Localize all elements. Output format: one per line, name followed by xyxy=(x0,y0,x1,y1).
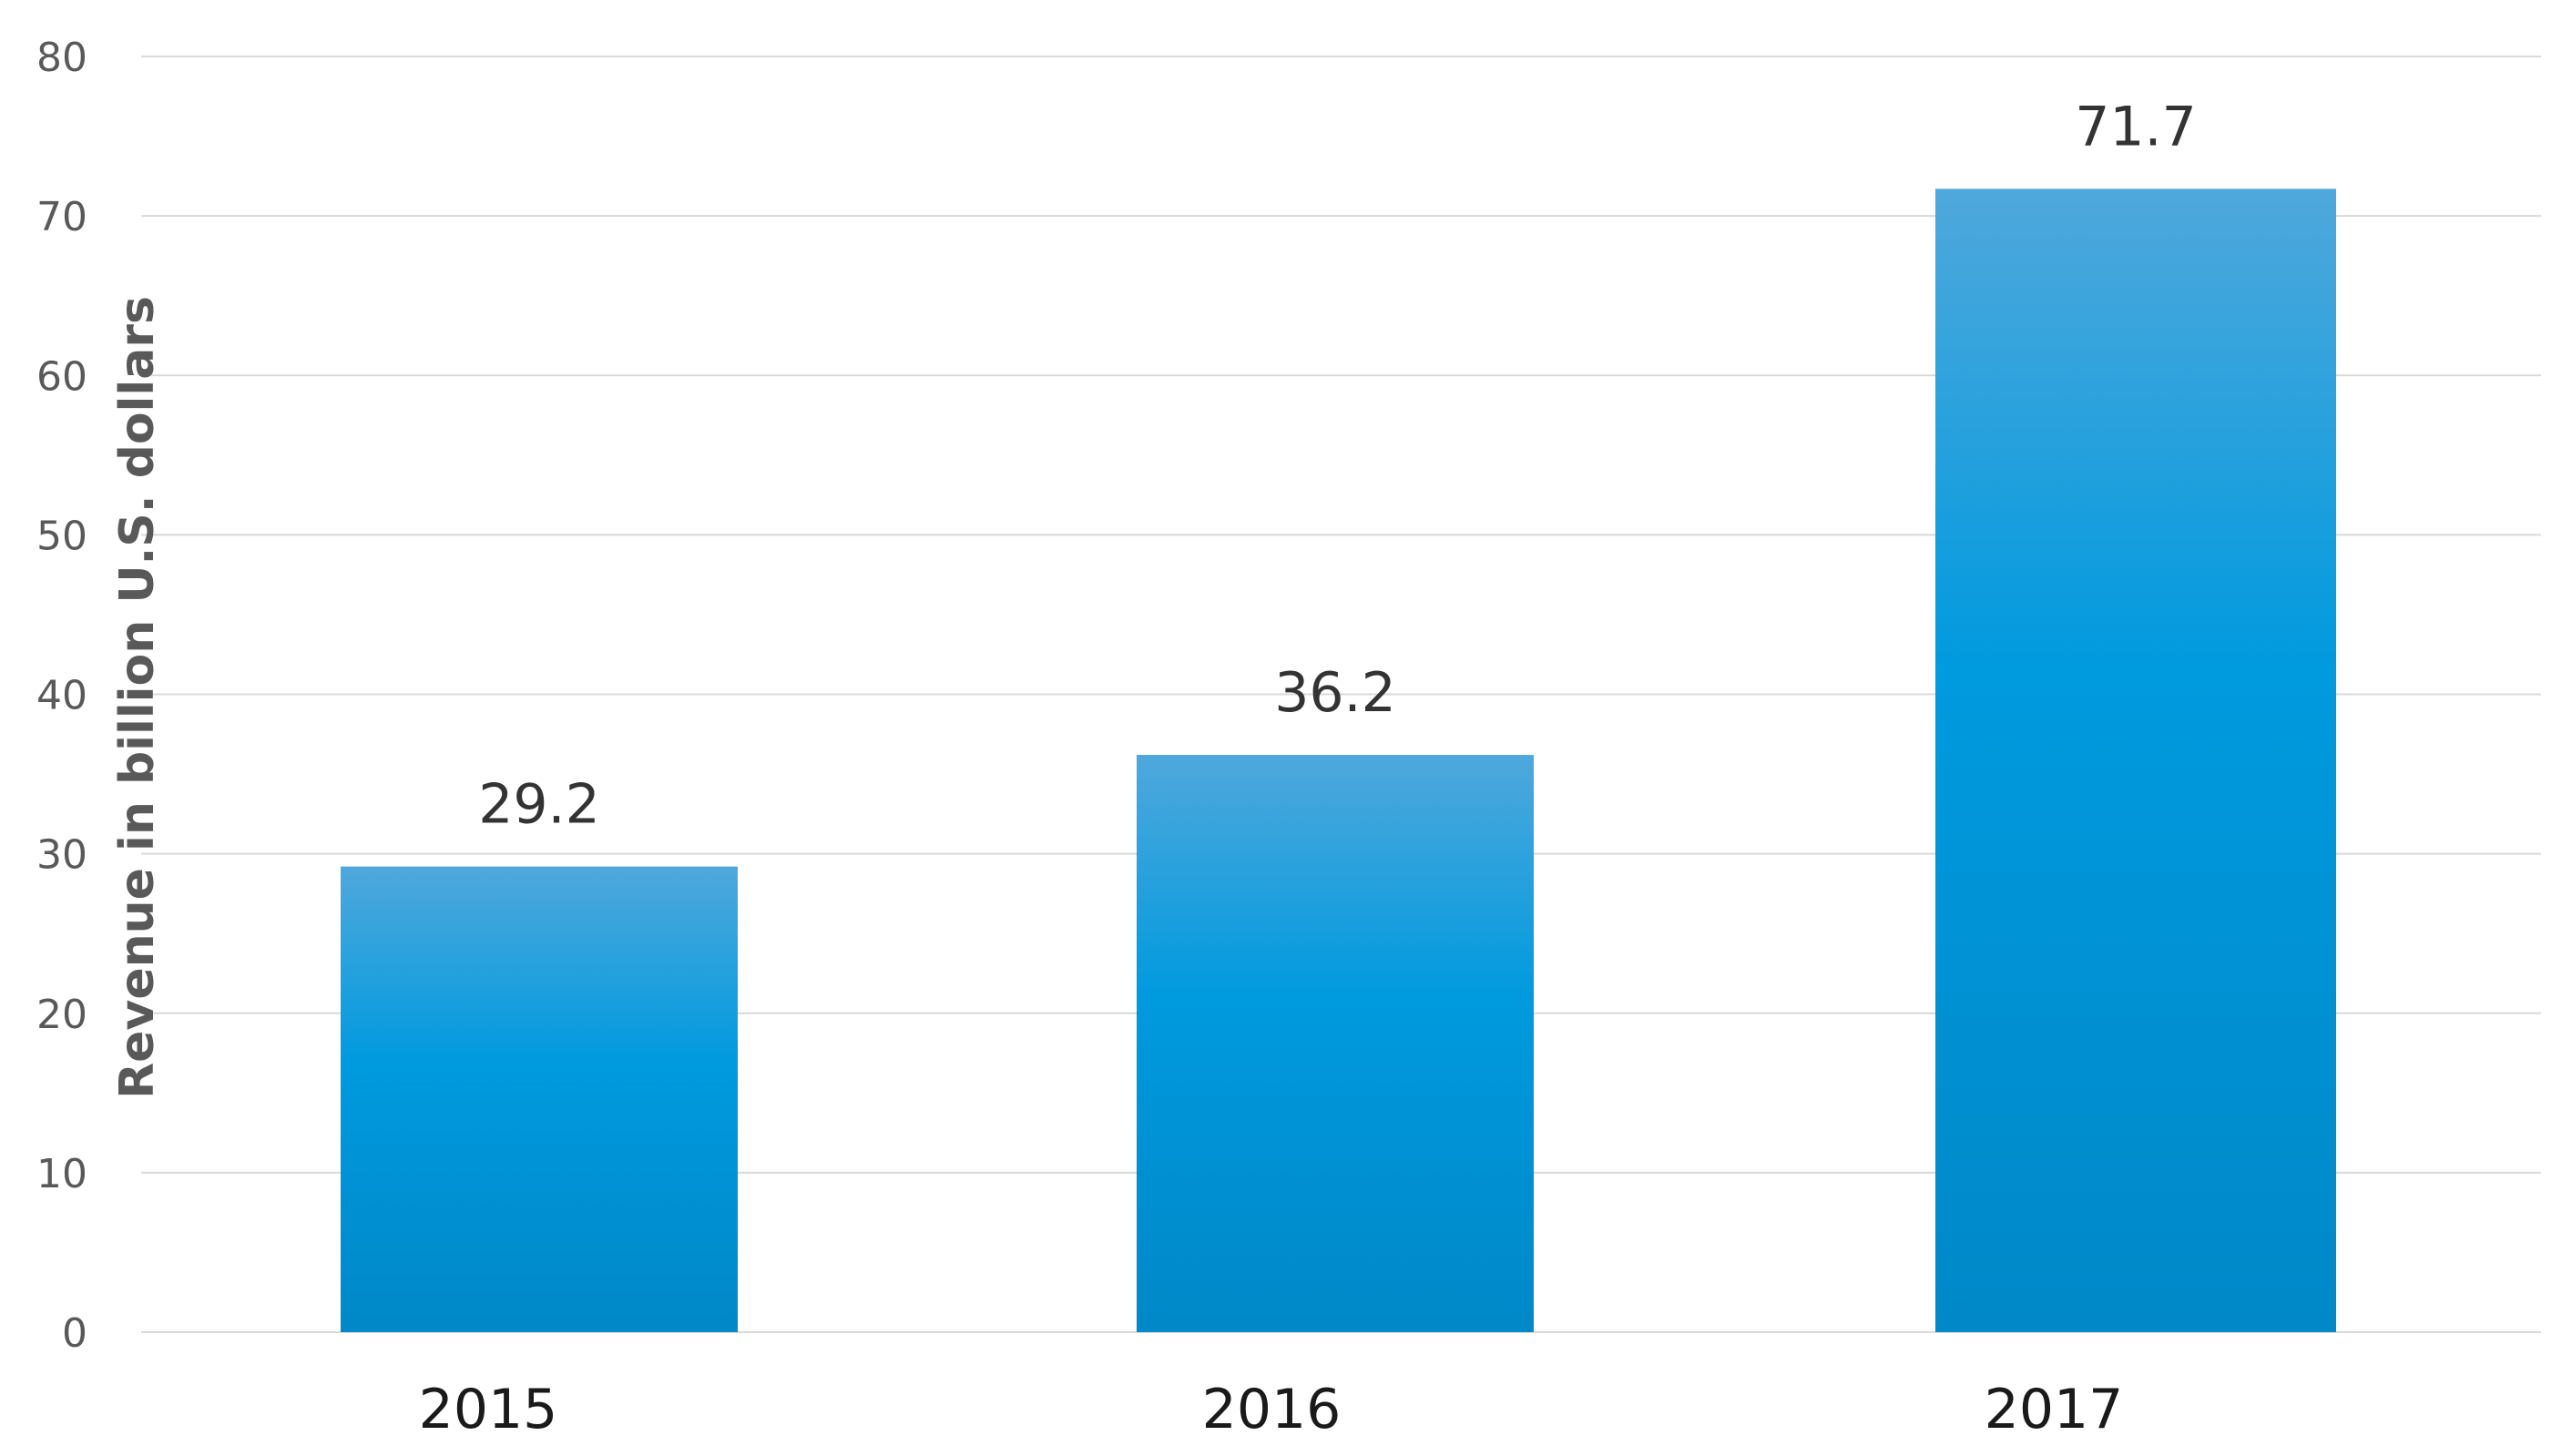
x-category-label-2016: 2016 xyxy=(1202,1378,1342,1441)
y-tick-label: 10 xyxy=(36,1151,87,1197)
y-axis-ticks: 0 10 20 30 40 50 60 70 80 xyxy=(36,35,87,1357)
data-label-2017: 71.7 xyxy=(2075,95,2197,158)
y-tick-label: 20 xyxy=(36,992,87,1038)
y-tick-label: 40 xyxy=(36,673,87,719)
y-tick-label: 0 xyxy=(62,1310,87,1357)
x-axis-categories: 2015 2016 2017 xyxy=(419,1378,2124,1441)
y-tick-label: 80 xyxy=(36,35,87,81)
y-tick-label: 60 xyxy=(36,353,87,400)
y-tick-label: 70 xyxy=(36,194,87,240)
data-labels: 29.2 36.2 71.7 xyxy=(478,95,2197,836)
data-label-2015: 29.2 xyxy=(478,773,600,837)
bars xyxy=(341,188,2336,1332)
y-tick-label: 30 xyxy=(36,832,87,879)
x-category-label-2017: 2017 xyxy=(1985,1378,2124,1441)
y-tick-label: 50 xyxy=(36,513,87,559)
bar-2015 xyxy=(341,866,738,1332)
bar-2017 xyxy=(1935,188,2336,1332)
x-category-label-2015: 2015 xyxy=(419,1378,558,1441)
y-axis-title: Revenue in billion U.S. dollars xyxy=(110,296,165,1099)
bar-2016 xyxy=(1137,755,1534,1332)
data-label-2016: 36.2 xyxy=(1274,661,1396,725)
